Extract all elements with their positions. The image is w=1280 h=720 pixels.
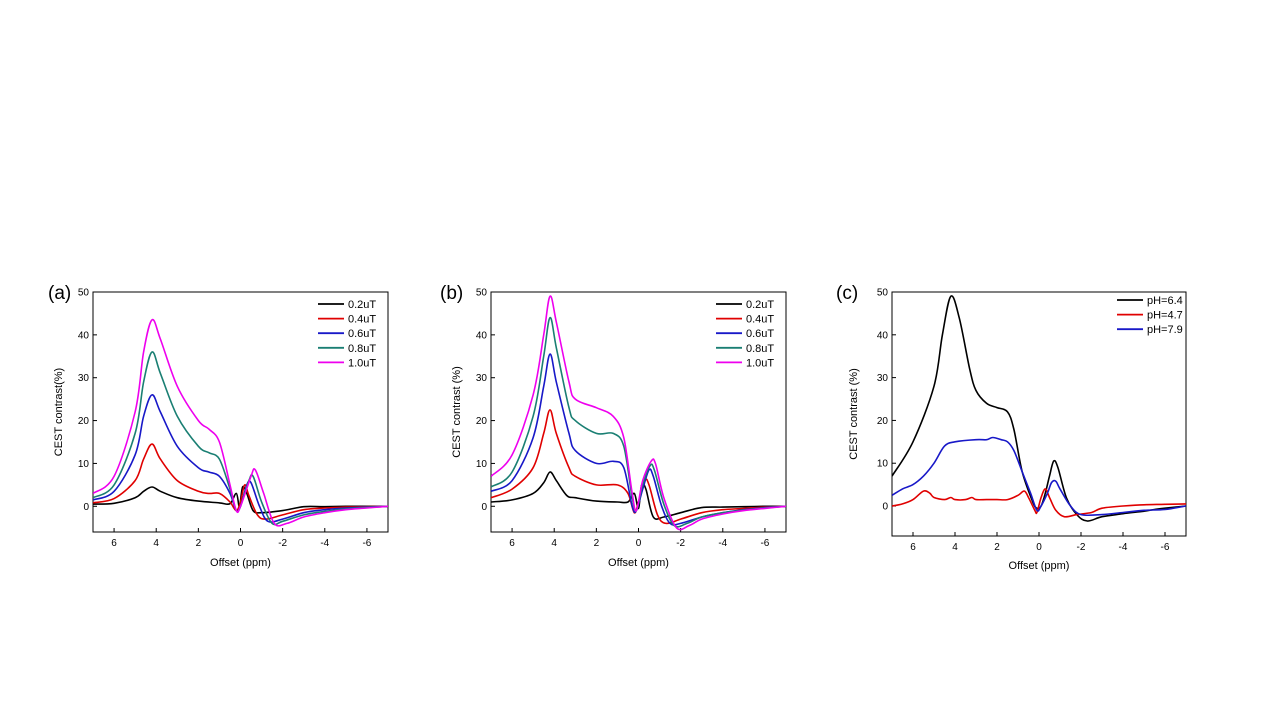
panel-c-ytick-label: 0 — [882, 502, 888, 513]
panel-a-ytick-label: 30 — [78, 373, 90, 384]
panel-b-xtick-label: 2 — [594, 538, 600, 549]
panel-a-xtick-label: 6 — [111, 538, 117, 549]
panel-c-legend-label: pH=7.9 — [1147, 324, 1183, 336]
panel-a-xtick-label: -4 — [320, 538, 329, 549]
panel-a-ytick-label: 10 — [78, 459, 90, 470]
panel-c-xtick-label: 2 — [994, 542, 1000, 553]
panel-a-series-line-0-2ut — [93, 485, 388, 514]
panel-a-ytick-label: 0 — [83, 502, 89, 513]
panel-b-series-line-0-2ut — [491, 471, 786, 520]
panel-c-label: (c) — [836, 283, 858, 304]
panel-c-ylabel: CEST contrast (%) — [848, 368, 860, 460]
panel-b-ytick-label: 20 — [476, 416, 488, 427]
panel-c-ytick-label: 10 — [877, 459, 889, 470]
panel-a-xlabel: Offset (ppm) — [210, 557, 271, 569]
panel-a-xtick-label: 0 — [238, 538, 244, 549]
panel-a-legend-label: 0.6uT — [348, 328, 376, 340]
panel-a-xtick-label: -2 — [278, 538, 287, 549]
panel-a-series-line-1-0ut — [93, 318, 388, 527]
panel-c-xlabel: Offset (ppm) — [1009, 560, 1070, 572]
panel-c-xtick-label: -6 — [1161, 542, 1170, 553]
panel-a-ylabel: CEST contrast(%) — [53, 368, 65, 456]
panel-b-xtick-label: 6 — [509, 538, 515, 549]
panel-b-xtick-label: 4 — [551, 538, 557, 549]
panel-a-xtick-label: -6 — [362, 538, 371, 549]
panel-b-legend-label: 0.2uT — [746, 299, 774, 311]
panel-a-label: (a) — [48, 283, 71, 304]
panel-b-ytick-label: 0 — [481, 502, 487, 513]
panel-c-series-line-ph-7-9 — [892, 436, 1186, 517]
panel-a-ytick-label: 40 — [78, 330, 90, 341]
panel-a-legend-label: 1.0uT — [348, 357, 376, 369]
panel-b-xtick-label: 0 — [636, 538, 642, 549]
panel-c: (c) 6 4 2 0 -2 -4 -601020304050pH=6.4pH=4.7pH=… — [836, 283, 1187, 572]
panel-b-series-line-1-0ut — [491, 295, 786, 531]
panel-c-xtick-label: 6 — [910, 542, 916, 553]
panel-c-xtick-label: 4 — [952, 542, 958, 553]
panel-b-ytick-label: 10 — [476, 459, 488, 470]
panel-b-legend-label: 1.0uT — [746, 357, 774, 369]
panel-b-legend-label: 0.6uT — [746, 328, 774, 340]
panel-c-xtick-label: -2 — [1077, 542, 1086, 553]
panel-b-ytick-label: 40 — [476, 330, 488, 341]
panel-c-ytick-label: 30 — [877, 373, 889, 384]
panel-b-ylabel: CEST contrast (%) — [451, 366, 463, 458]
panel-b: (b) 6 4 2 0 -2 -4 -6010203040500.2uT0.4uT0.6uT… — [440, 283, 787, 569]
panel-a-ytick-label: 20 — [78, 416, 90, 427]
panel-a-legend-label: 0.2uT — [348, 299, 376, 311]
panel-c-series-line-ph-4-7 — [892, 488, 1186, 518]
panel-b-legend-label: 0.8uT — [746, 343, 774, 355]
panel-a-xtick-label: 2 — [196, 538, 202, 549]
panel-c-ytick-label: 20 — [877, 416, 889, 427]
panel-a-legend-label: 0.8uT — [348, 343, 376, 355]
panel-c-xtick-label: -4 — [1119, 542, 1128, 553]
panel-b-xtick-label: -6 — [760, 538, 769, 549]
panel-a: (a) 6 4 2 0 -2 -4 -6010203040500.2uT0.4uT0.6uT… — [48, 283, 389, 569]
panel-c-xtick-label: 0 — [1036, 542, 1042, 553]
panel-a-legend-label: 0.4uT — [348, 314, 376, 326]
panel-c-ytick-label: 50 — [877, 288, 889, 299]
panel-b-series-line-0-8ut — [491, 316, 786, 528]
panel-c-legend-label: pH=4.7 — [1147, 310, 1183, 322]
panel-b-xtick-label: -4 — [718, 538, 727, 549]
panel-c-legend-label: pH=6.4 — [1147, 295, 1183, 307]
panel-c-ytick-label: 40 — [877, 330, 889, 341]
panel-b-axes-frame — [490, 291, 787, 533]
panel-b-xtick-label: -2 — [676, 538, 685, 549]
panel-b-label: (b) — [440, 283, 463, 304]
panel-b-ytick-label: 30 — [476, 373, 488, 384]
panel-b-legend-label: 0.4uT — [746, 314, 774, 326]
panel-a-xtick-label: 4 — [153, 538, 159, 549]
panel-a-ytick-label: 50 — [78, 288, 90, 299]
panel-b-xlabel: Offset (ppm) — [608, 557, 669, 569]
panel-b-ytick-label: 50 — [476, 288, 488, 299]
panel-c-series-line-ph-6-4 — [892, 295, 1186, 522]
